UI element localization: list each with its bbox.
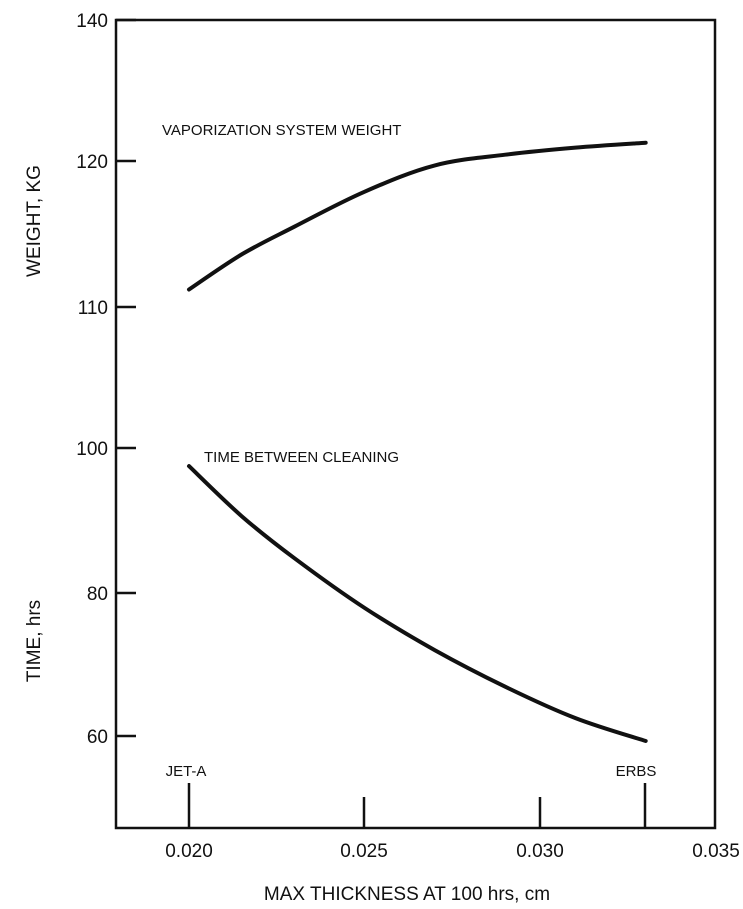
y-axis-label-weight: WEIGHT, KG (24, 165, 45, 277)
y-tick-label-110: 110 (78, 298, 108, 319)
series-line-vaporization-system-weight (187, 140, 648, 292)
y-ticks-weight: 140 120 110 (76, 11, 136, 319)
marker-label-erbs: ERBS (616, 763, 657, 780)
plot-frame (114, 18, 717, 830)
y-tick-label-80: 80 (87, 584, 108, 605)
x-axis-label: MAX THICKNESS AT 100 hrs, cm (264, 884, 550, 905)
x-tick-label-0.035: 0.035 (692, 841, 740, 862)
fuel-markers: JET-A ERBS (166, 763, 657, 828)
x-tick-label-0.020: 0.020 (165, 841, 213, 862)
x-ticks: 0.020 0.025 0.030 0.035 (165, 797, 740, 862)
y-tick-label-120: 120 (76, 152, 108, 173)
y-axis-label-time: TIME, hrs (24, 600, 45, 682)
series-label-time-between-cleaning: TIME BETWEEN CLEANING (204, 449, 399, 466)
series-line-time-between-cleaning (187, 464, 648, 743)
y-tick-label-60: 60 (87, 727, 108, 748)
y-tick-label-140: 140 (76, 11, 108, 32)
x-tick-label-0.025: 0.025 (340, 841, 388, 862)
y-tick-label-100: 100 (76, 439, 108, 460)
x-tick-label-0.030: 0.030 (516, 841, 564, 862)
series-label-vaporization-system-weight: VAPORIZATION SYSTEM WEIGHT (162, 122, 401, 139)
y-ticks-time: 100 80 60 (76, 439, 136, 748)
marker-label-jet-a: JET-A (166, 763, 207, 780)
